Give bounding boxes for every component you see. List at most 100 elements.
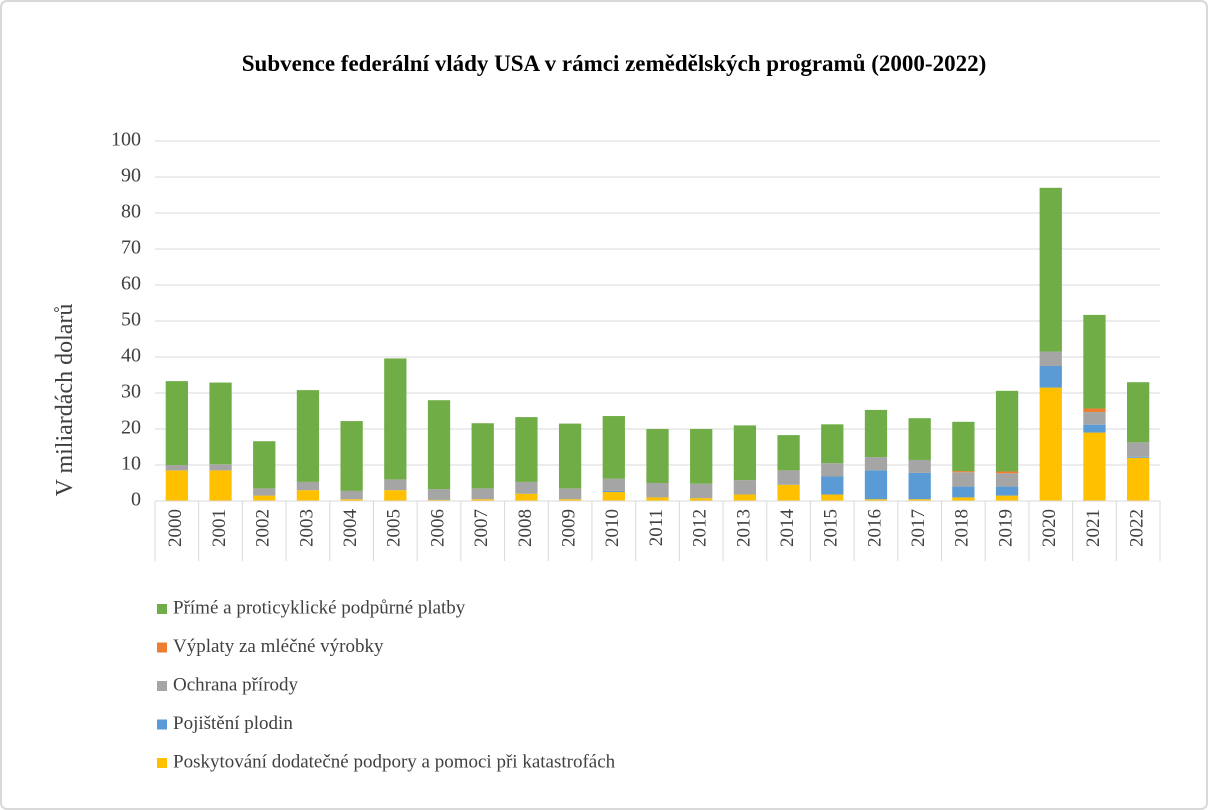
x-tick-label: 2018	[952, 509, 973, 547]
bar-segment	[296, 390, 320, 482]
bar-segment	[558, 488, 582, 500]
bar-segment	[1039, 187, 1062, 352]
x-tick-label: 2011	[646, 509, 667, 546]
bar-segment	[209, 464, 232, 471]
x-tick-label: 2008	[515, 509, 536, 547]
legend-label: Poskytování dodatečné podpory a pomoci p…	[173, 751, 616, 772]
legend-label: Ochrana přírody	[173, 674, 299, 695]
bar-segment	[384, 358, 407, 480]
bar-segment	[384, 490, 407, 501]
bar-segment	[427, 489, 451, 500]
legend-label: Přímé a proticyklické podpůrné platby	[173, 597, 466, 618]
bar-segment	[1083, 412, 1106, 425]
bar-segment	[952, 472, 975, 487]
y-tick-label: 90	[121, 165, 141, 187]
bar-segment	[864, 457, 888, 471]
bar-segment	[515, 417, 538, 482]
legend-swatch	[157, 758, 167, 768]
bar-segment	[733, 425, 757, 481]
x-tick-label: 2004	[340, 509, 361, 548]
bar-segment	[1039, 387, 1062, 501]
bar-segment	[952, 421, 975, 472]
bar-segment	[690, 498, 713, 501]
bar-segment	[1127, 457, 1150, 501]
bar-segment	[296, 490, 320, 501]
bar-segment	[165, 381, 188, 465]
bar-segment	[602, 492, 625, 501]
y-tick-label: 30	[121, 381, 141, 403]
bar-segment	[908, 418, 931, 460]
bar-segment	[733, 480, 757, 495]
bar-segment	[908, 499, 931, 501]
x-tick-label: 2021	[1083, 509, 1104, 547]
x-tick-label: 2013	[733, 509, 754, 547]
bar-segment	[1083, 314, 1106, 409]
bar-segment	[253, 488, 276, 496]
bar-segment	[602, 478, 625, 491]
bar-segment	[952, 497, 975, 501]
bar-segment	[908, 472, 931, 500]
x-tick-label: 2015	[821, 509, 842, 547]
chart-title: Subvence federální vlády USA v rámci zem…	[242, 51, 986, 76]
bar-segment	[1083, 408, 1106, 413]
bar-segment	[471, 488, 494, 500]
y-tick-label: 70	[121, 237, 141, 259]
bar-segment	[1039, 366, 1062, 388]
bar-segment	[558, 499, 582, 501]
bar-segment	[995, 486, 1019, 496]
bar-segment	[340, 421, 363, 491]
bar-segment	[471, 423, 494, 489]
bar-segment	[340, 490, 363, 500]
bar-segment	[995, 495, 1019, 501]
bar-segment	[602, 490, 625, 492]
x-tick-label: 2007	[471, 509, 492, 547]
y-tick-label: 20	[121, 417, 141, 439]
x-tick-label: 2012	[690, 509, 711, 547]
bar-segment	[777, 484, 800, 501]
bar-segment	[340, 499, 363, 501]
bar-segment	[515, 481, 538, 494]
bar-segment	[209, 470, 232, 501]
x-tick-label: 2014	[777, 509, 798, 548]
bar-segment	[995, 390, 1019, 472]
bar-segment	[821, 476, 844, 495]
bar-segment	[602, 416, 625, 479]
y-tick-label: 50	[121, 309, 141, 331]
bar-segment	[777, 435, 800, 471]
legend-swatch	[157, 681, 167, 691]
x-tick-label: 2006	[427, 509, 448, 547]
bar-segment	[995, 471, 1019, 474]
bar-segment	[777, 470, 800, 485]
y-axis-label: V miliardách dolarů	[52, 304, 78, 497]
bar-segment	[646, 483, 669, 498]
bar-segment	[733, 494, 757, 501]
x-tick-label: 2019	[995, 509, 1016, 547]
bar-segment	[821, 494, 844, 501]
bar-segment	[1083, 432, 1106, 501]
bar-segment	[690, 429, 713, 484]
y-tick-label: 100	[111, 129, 141, 151]
bar-segment	[646, 429, 669, 483]
x-tick-label: 2022	[1127, 509, 1148, 547]
bar-segment	[1127, 382, 1150, 443]
bar-segment	[864, 409, 888, 458]
y-tick-label: 40	[121, 345, 141, 367]
bar-segment	[690, 483, 713, 499]
x-tick-label: 2010	[602, 509, 623, 547]
x-tick-label: 2002	[253, 509, 274, 547]
bar-segment	[1127, 456, 1150, 458]
bar-segment	[821, 424, 844, 464]
legend-swatch	[157, 719, 167, 730]
y-tick-label: 80	[121, 201, 141, 223]
legend-swatch	[157, 604, 167, 614]
x-tick-label: 2017	[908, 509, 929, 547]
bar-segment	[209, 382, 232, 465]
y-tick-label: 10	[121, 453, 141, 475]
y-tick-label: 60	[121, 273, 141, 295]
bar-segment	[165, 470, 188, 501]
bar-segment	[558, 423, 582, 489]
bar-segment	[253, 495, 276, 501]
bar-segment	[864, 470, 888, 500]
